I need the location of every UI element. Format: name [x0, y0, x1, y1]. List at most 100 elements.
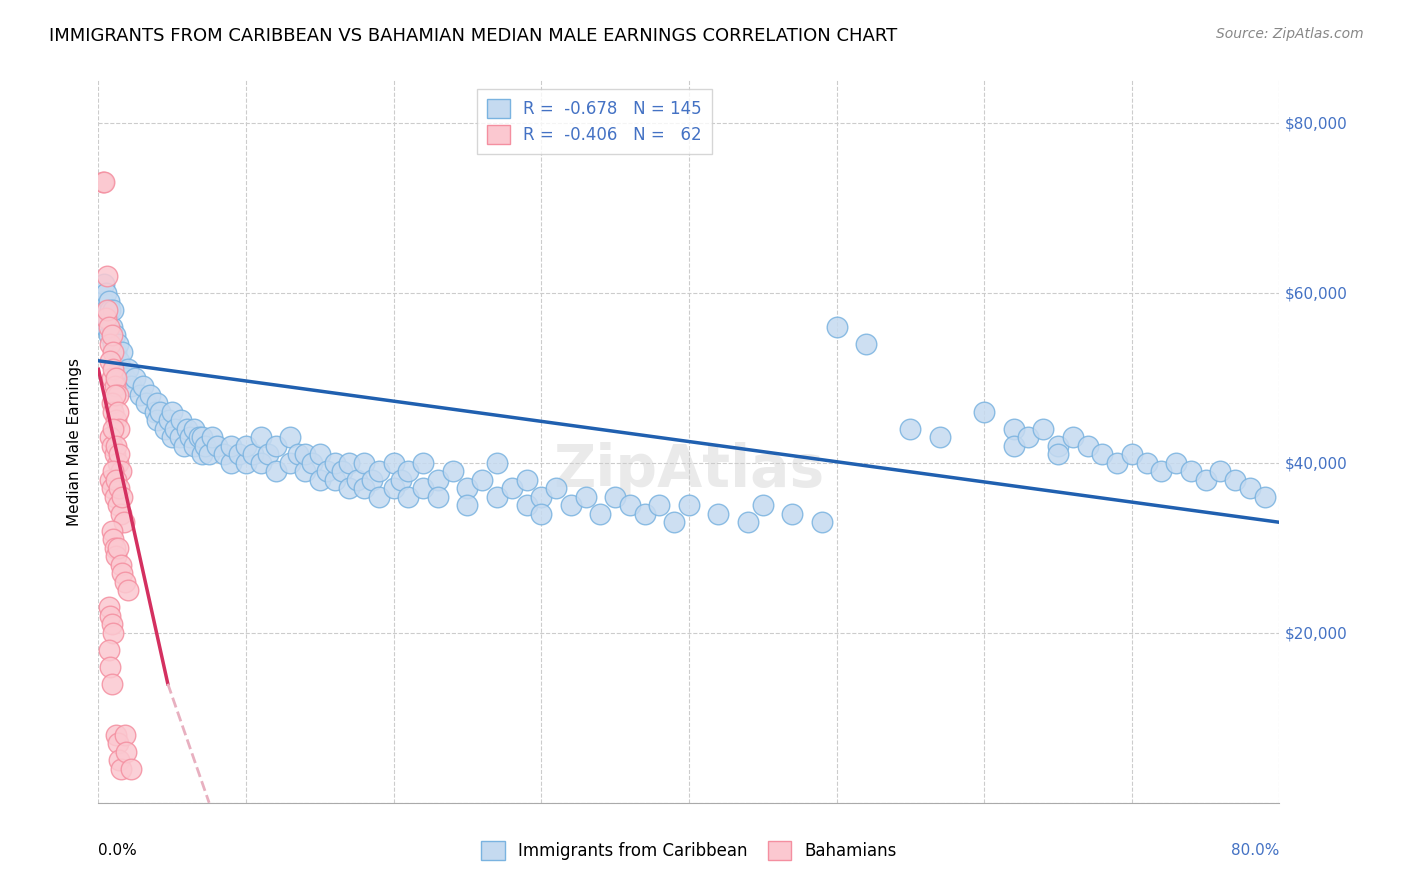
- Point: [264, 464, 287, 478]
- Point: [368, 464, 391, 478]
- Point: [143, 405, 166, 419]
- Point: [301, 456, 323, 470]
- Point: [153, 422, 176, 436]
- Text: IMMIGRANTS FROM CARIBBEAN VS BAHAMIAN MEDIAN MALE EARNINGS CORRELATION CHART: IMMIGRANTS FROM CARIBBEAN VS BAHAMIAN ME…: [49, 27, 897, 45]
- Point: [183, 422, 205, 436]
- Y-axis label: Median Male Earnings: Median Male Earnings: [67, 358, 83, 525]
- Point: [169, 430, 191, 444]
- Point: [105, 549, 128, 564]
- Point: [1107, 456, 1129, 470]
- Point: [194, 439, 217, 453]
- Point: [634, 507, 657, 521]
- Point: [98, 473, 121, 487]
- Point: [368, 490, 391, 504]
- Point: [146, 396, 169, 410]
- Point: [94, 285, 117, 300]
- Point: [110, 362, 132, 376]
- Point: [103, 405, 125, 419]
- Point: [105, 473, 128, 487]
- Point: [516, 473, 538, 487]
- Point: [1195, 473, 1218, 487]
- Point: [111, 490, 134, 504]
- Point: [128, 388, 150, 402]
- Point: [257, 447, 280, 461]
- Point: [91, 175, 114, 189]
- Point: [235, 456, 257, 470]
- Point: [114, 728, 136, 742]
- Point: [664, 516, 686, 530]
- Point: [316, 464, 339, 478]
- Point: [98, 660, 121, 674]
- Point: [103, 336, 125, 351]
- Point: [110, 464, 132, 478]
- Point: [104, 379, 127, 393]
- Point: [97, 294, 120, 309]
- Point: [398, 464, 420, 478]
- Point: [107, 541, 129, 555]
- Point: [111, 345, 134, 359]
- Point: [107, 336, 129, 351]
- Point: [1002, 439, 1025, 453]
- Point: [117, 362, 139, 376]
- Point: [149, 405, 172, 419]
- Point: [605, 490, 627, 504]
- Point: [486, 456, 509, 470]
- Point: [97, 600, 120, 615]
- Point: [398, 490, 420, 504]
- Point: [201, 430, 224, 444]
- Legend: Immigrants from Caribbean, Bahamians: Immigrants from Caribbean, Bahamians: [475, 834, 903, 867]
- Point: [108, 481, 131, 495]
- Point: [93, 175, 115, 189]
- Point: [105, 345, 128, 359]
- Point: [157, 413, 180, 427]
- Point: [100, 328, 122, 343]
- Point: [176, 422, 198, 436]
- Point: [929, 430, 952, 444]
- Point: [96, 302, 118, 317]
- Point: [103, 422, 125, 436]
- Point: [97, 328, 120, 343]
- Point: [103, 625, 125, 640]
- Point: [280, 456, 302, 470]
- Text: 80.0%: 80.0%: [1232, 843, 1279, 857]
- Point: [1077, 439, 1099, 453]
- Point: [530, 507, 553, 521]
- Point: [100, 319, 122, 334]
- Point: [91, 294, 114, 309]
- Point: [900, 422, 922, 436]
- Point: [98, 353, 121, 368]
- Point: [1062, 430, 1084, 444]
- Point: [120, 762, 142, 776]
- Point: [1180, 464, 1202, 478]
- Point: [115, 745, 138, 759]
- Point: [575, 490, 598, 504]
- Point: [114, 574, 136, 589]
- Point: [104, 328, 127, 343]
- Point: [105, 413, 128, 427]
- Point: [782, 507, 804, 521]
- Point: [198, 447, 221, 461]
- Point: [100, 617, 122, 632]
- Point: [94, 311, 117, 326]
- Point: [187, 430, 209, 444]
- Point: [264, 439, 287, 453]
- Point: [110, 762, 132, 776]
- Point: [221, 456, 243, 470]
- Point: [212, 447, 235, 461]
- Point: [1209, 464, 1232, 478]
- Point: [855, 336, 877, 351]
- Point: [97, 642, 120, 657]
- Point: [98, 430, 121, 444]
- Point: [441, 464, 464, 478]
- Point: [353, 481, 375, 495]
- Point: [165, 422, 187, 436]
- Point: [191, 430, 214, 444]
- Point: [589, 507, 612, 521]
- Point: [103, 464, 125, 478]
- Point: [323, 473, 346, 487]
- Point: [294, 447, 316, 461]
- Point: [242, 447, 264, 461]
- Point: [103, 345, 125, 359]
- Point: [412, 456, 434, 470]
- Point: [98, 302, 121, 317]
